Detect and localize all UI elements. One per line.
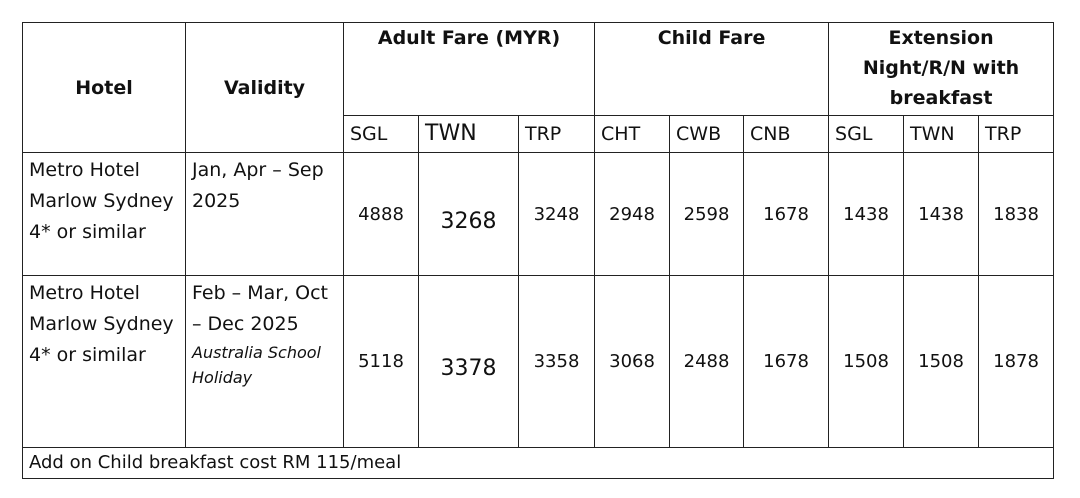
fare-cell: 3378 [418, 275, 519, 448]
subheader-cell: SGL [828, 115, 905, 153]
header-cell: Validity [185, 22, 344, 153]
fare-cell: 1678 [743, 275, 830, 448]
header-row: Hotel Validity Adult Fare (MYR) Child Fa… [22, 22, 1055, 153]
subheader-cell: CNB [743, 115, 830, 153]
fare-cell: 3358 [517, 275, 596, 448]
validity-text: Jan, Apr – Sep 2025 [192, 159, 324, 212]
subheader-cell: TRP [978, 115, 1055, 153]
validity-note: Australia School Holiday [192, 343, 321, 387]
fare-row: Metro Hotel Marlow Sydney 4* or similar F… [22, 275, 1055, 448]
validity-cell: Feb – Mar, Oct – Dec 2025 Australia Schoo… [185, 275, 344, 448]
footer-row: Add on Child breakfast cost RM 115/meal [21, 447, 1055, 479]
subheader-cell: TWN [903, 115, 980, 153]
table-head: Hotel Validity Adult Fare (MYR) Child Fa… [22, 22, 1055, 153]
validity-text: Feb – Mar, Oct – Dec 2025 [192, 282, 328, 335]
fare-cell: 1508 [903, 275, 980, 448]
subheader-row: SGL TWN TRP CHT CWB CNB SGL TWN TRP [23, 115, 1055, 153]
fare-table: Hotel Validity Adult Fare (MYR) Child Fa… [21, 22, 1055, 479]
subheader-cell: CHT [594, 115, 671, 153]
fare-cell: 2598 [669, 152, 745, 276]
fare-cell: 1878 [978, 275, 1055, 448]
hotel-cell: Metro Hotel Marlow Sydney 4* or similar [22, 275, 186, 448]
fare-cell: 1508 [828, 275, 905, 448]
table-body: Metro Hotel Marlow Sydney 4* or similar J… [21, 152, 1055, 479]
fare-cell: 5118 [343, 275, 419, 448]
fare-cell: 3068 [594, 275, 671, 448]
hotel-cell: Metro Hotel Marlow Sydney 4* or similar [22, 152, 186, 276]
footer-cell: Add on Child breakfast cost RM 115/meal [21, 447, 1055, 479]
fare-cell: 3248 [517, 152, 596, 276]
group-header: Child Fare [594, 22, 830, 116]
subheader-cell: CWB [669, 115, 745, 153]
subheader-cell: TRP [517, 115, 596, 153]
subheader-cell: TWN [418, 115, 519, 153]
fare-cell: 2488 [669, 275, 745, 448]
fare-row: Metro Hotel Marlow Sydney 4* or similar J… [22, 152, 1055, 276]
fare-cell: 2948 [594, 152, 671, 276]
group-header: Adult Fare (MYR) [342, 22, 596, 116]
fare-cell: 1678 [743, 152, 830, 276]
group-header: Extension Night/R/N with breakfast [828, 22, 1055, 116]
header-cell: Hotel [22, 22, 186, 153]
fare-cell: 3268 [418, 152, 519, 276]
fare-cell: 1838 [978, 152, 1055, 276]
subheader-cell: SGL [343, 115, 419, 153]
fare-cell: 1438 [903, 152, 980, 276]
fare-cell: 1438 [828, 152, 905, 276]
fare-cell: 4888 [343, 152, 419, 276]
validity-cell: Jan, Apr – Sep 2025 [185, 152, 344, 276]
